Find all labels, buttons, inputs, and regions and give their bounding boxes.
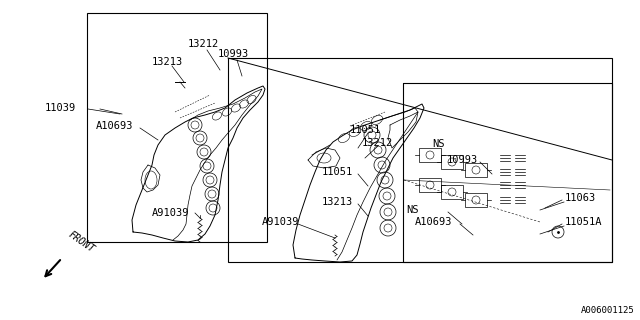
Text: 11051A: 11051A: [565, 217, 602, 227]
Text: A91039: A91039: [262, 217, 300, 227]
Text: 13213: 13213: [322, 197, 353, 207]
Bar: [403, 83, 612, 262]
Bar: [441, 185, 463, 199]
Text: NS: NS: [406, 205, 419, 215]
Text: 13212: 13212: [362, 138, 393, 148]
Text: A91039: A91039: [152, 208, 189, 218]
Text: 13213: 13213: [152, 57, 183, 67]
Text: 11051: 11051: [350, 125, 381, 135]
Text: FRONT: FRONT: [66, 229, 96, 254]
Text: A006001125: A006001125: [581, 306, 635, 315]
Bar: [465, 163, 487, 177]
Bar: [465, 193, 487, 207]
Text: A10693: A10693: [96, 121, 134, 131]
Text: 13212: 13212: [188, 39, 220, 49]
Text: 10993: 10993: [447, 155, 478, 165]
Bar: [441, 155, 463, 169]
Bar: [228, 58, 612, 262]
Bar: [419, 148, 441, 162]
Text: NS: NS: [432, 139, 445, 149]
Bar: [87, 13, 267, 242]
Bar: [419, 178, 441, 192]
Text: 11051: 11051: [322, 167, 353, 177]
Text: 10993: 10993: [218, 49, 249, 59]
Text: A10693: A10693: [415, 217, 452, 227]
Text: 11039: 11039: [45, 103, 76, 113]
Text: 11063: 11063: [565, 193, 596, 203]
